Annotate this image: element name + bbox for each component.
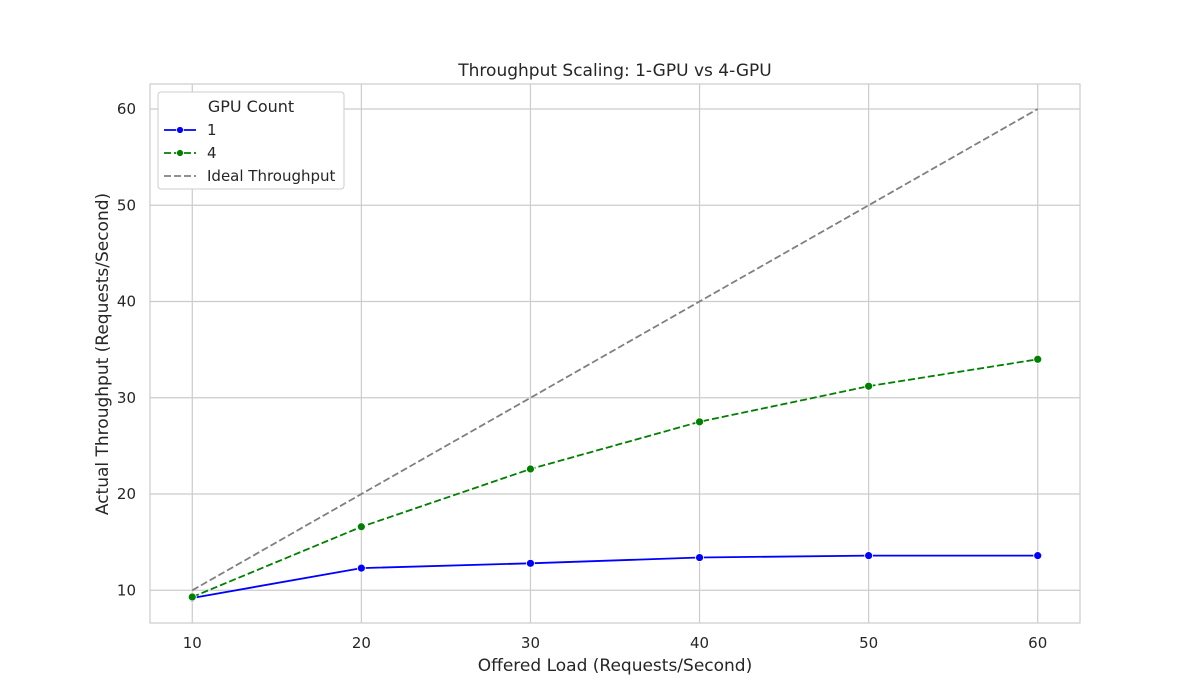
x-tick-label: 20 [352, 634, 371, 652]
legend-label-ideal-throughput: Ideal Throughput [207, 167, 336, 185]
data-point-4 [695, 417, 704, 427]
legend-marker-1 [176, 126, 184, 134]
x-tick-label: 40 [690, 634, 709, 652]
x-tick-label: 30 [521, 634, 540, 652]
y-tick-label: 30 [117, 389, 136, 407]
data-point-1 [864, 551, 874, 561]
data-point-1 [695, 553, 704, 562]
legend-marker-4 [176, 149, 184, 157]
series-layer [187, 108, 1043, 603]
y-tick-label: 60 [117, 100, 136, 118]
data-point-1 [526, 558, 535, 568]
series-line-ideal-throughput [191, 108, 1039, 592]
data-point-4 [1033, 354, 1043, 364]
y-tick-label: 20 [117, 485, 136, 503]
y-tick-label: 10 [117, 581, 136, 599]
x-tick-label: 50 [859, 634, 878, 652]
y-axis-label: Actual Throughput (Requests/Second) [93, 193, 113, 515]
data-point-1 [1033, 551, 1043, 561]
legend-label-1: 1 [207, 121, 217, 139]
legend-label-4: 4 [207, 144, 217, 162]
plot-frame [149, 83, 1081, 624]
legend: GPU Count 1 4 Ideal Throughput [157, 91, 345, 190]
legend-box [157, 91, 345, 190]
data-point-4 [187, 592, 197, 602]
data-point-1 [356, 563, 366, 573]
legend-title: GPU Count [208, 97, 294, 116]
x-tick-label: 10 [183, 634, 202, 652]
series-line-4 [191, 358, 1038, 598]
chart-title: Throughput Scaling: 1-GPU vs 4-GPU [457, 61, 771, 81]
x-tick-label: 60 [1028, 634, 1047, 652]
y-tick-label: 50 [117, 196, 136, 214]
series-line-1 [192, 554, 1038, 599]
y-tick-label: 40 [117, 293, 136, 311]
data-point-4 [864, 381, 874, 391]
data-point-4 [526, 464, 535, 474]
tick-labels: 10 20 30 40 50 60 10 20 30 40 50 60 [117, 100, 1047, 652]
x-axis-label: Offered Load (Requests/Second) [478, 656, 752, 676]
data-point-4 [356, 522, 366, 532]
